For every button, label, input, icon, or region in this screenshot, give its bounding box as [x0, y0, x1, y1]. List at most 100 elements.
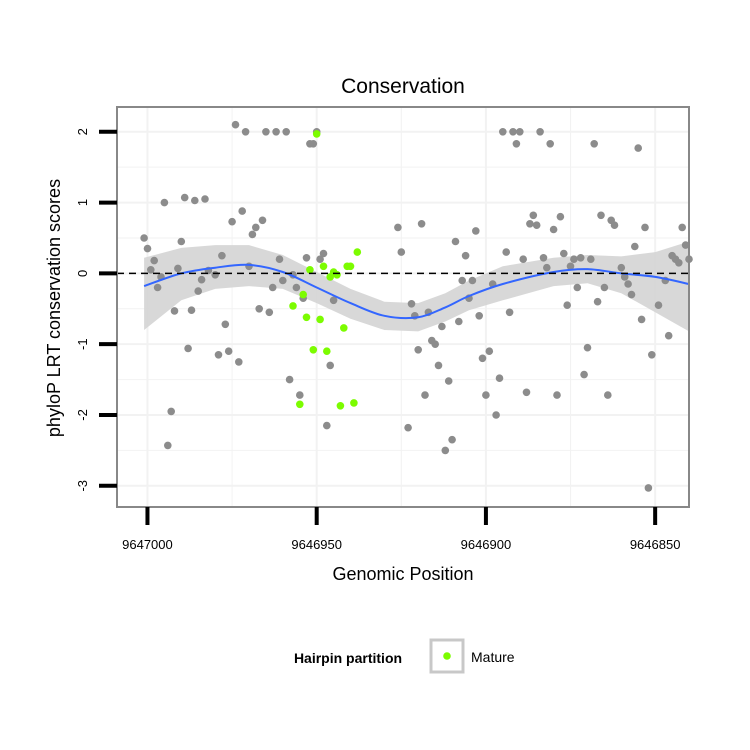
data-point: [272, 128, 280, 136]
data-point: [150, 256, 158, 265]
confidence-band: [144, 241, 690, 332]
data-point: [258, 216, 267, 225]
data-point: [590, 140, 598, 148]
data-point: [394, 223, 402, 232]
data-point: [329, 296, 338, 305]
data-point: [153, 283, 162, 292]
x-tick-label: 9647000: [122, 537, 173, 552]
mature-data-point: [336, 402, 345, 410]
data-point: [434, 361, 443, 370]
data-point: [282, 128, 291, 136]
data-point: [620, 273, 629, 281]
data-point: [201, 195, 209, 203]
data-point: [556, 212, 565, 221]
x-tick-label: 9646900: [461, 537, 512, 552]
y-tick-label: 2: [75, 128, 90, 135]
legend-title: Hairpin partition: [294, 650, 402, 666]
data-point: [292, 283, 301, 292]
data-point: [184, 344, 192, 353]
data-point: [631, 242, 639, 251]
data-point: [170, 307, 179, 315]
data-point: [664, 331, 673, 340]
data-point: [164, 441, 172, 450]
data-point: [563, 301, 571, 310]
data-point: [458, 276, 467, 285]
data-point: [323, 421, 331, 430]
data-point: [536, 128, 544, 136]
data-point: [224, 347, 233, 356]
y-tick-label: -1: [75, 338, 90, 350]
data-point: [617, 263, 626, 272]
y-tick-label: -3: [75, 480, 90, 492]
data-point: [634, 144, 642, 152]
data-point: [255, 305, 263, 313]
data-point: [191, 196, 199, 205]
mature-data-point: [333, 271, 341, 279]
data-point: [475, 312, 484, 320]
mature-data-point: [346, 262, 355, 271]
legend: Hairpin partition Mature: [294, 638, 515, 674]
data-point: [279, 276, 287, 285]
legend-key-mature-point: [443, 652, 451, 660]
data-point: [228, 217, 236, 226]
data-point: [543, 263, 551, 272]
data-point: [637, 315, 646, 324]
data-point: [451, 237, 460, 246]
mature-data-point: [302, 313, 311, 322]
data-point: [654, 301, 663, 310]
y-tick-label: 1: [75, 199, 90, 206]
data-point: [177, 237, 186, 246]
data-point: [532, 221, 541, 229]
data-point: [593, 297, 602, 306]
data-point: [482, 391, 490, 399]
data-point: [522, 388, 531, 397]
data-point: [553, 391, 561, 399]
data-point: [404, 423, 412, 432]
data-point: [296, 391, 304, 399]
data-point: [573, 283, 582, 292]
data-point: [627, 290, 636, 299]
data-point: [580, 370, 588, 379]
data-point: [549, 225, 558, 234]
data-point: [448, 435, 456, 444]
data-point: [546, 140, 554, 148]
data-point: [610, 221, 619, 229]
data-point: [495, 374, 504, 383]
x-tick-label: 9646850: [630, 537, 681, 552]
x-axis-title: Genomic Position: [332, 564, 473, 584]
data-point: [407, 300, 416, 308]
data-point: [570, 255, 578, 263]
data-point: [444, 377, 453, 385]
data-point: [285, 375, 294, 384]
data-point: [231, 120, 240, 129]
data-point: [566, 262, 575, 271]
mature-data-point: [323, 347, 331, 356]
mature-data-point: [306, 266, 314, 274]
mature-data-point: [289, 302, 297, 310]
data-point: [147, 266, 155, 274]
y-tick-label: -2: [75, 409, 90, 421]
data-point: [194, 287, 202, 295]
data-point: [252, 223, 260, 232]
data-point: [644, 484, 653, 492]
data-point: [197, 275, 206, 284]
data-point: [678, 223, 686, 232]
data-point: [485, 347, 494, 356]
data-point: [624, 280, 632, 288]
data-point: [505, 308, 514, 317]
data-point: [597, 211, 605, 220]
data-point: [461, 251, 470, 260]
data-point: [275, 255, 284, 263]
data-point: [576, 253, 585, 262]
data-point: [529, 211, 538, 220]
data-point: [468, 276, 477, 285]
data-point: [309, 140, 318, 148]
mature-data-point: [350, 399, 358, 407]
data-point: [583, 343, 592, 352]
data-point: [519, 255, 527, 263]
data-point: [238, 207, 246, 215]
data-point: [214, 351, 223, 359]
data-point: [431, 340, 440, 349]
y-axis-title: phyloP LRT conservation scores: [44, 179, 64, 437]
